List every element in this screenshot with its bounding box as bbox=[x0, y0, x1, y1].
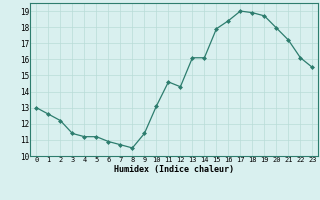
X-axis label: Humidex (Indice chaleur): Humidex (Indice chaleur) bbox=[115, 165, 234, 174]
